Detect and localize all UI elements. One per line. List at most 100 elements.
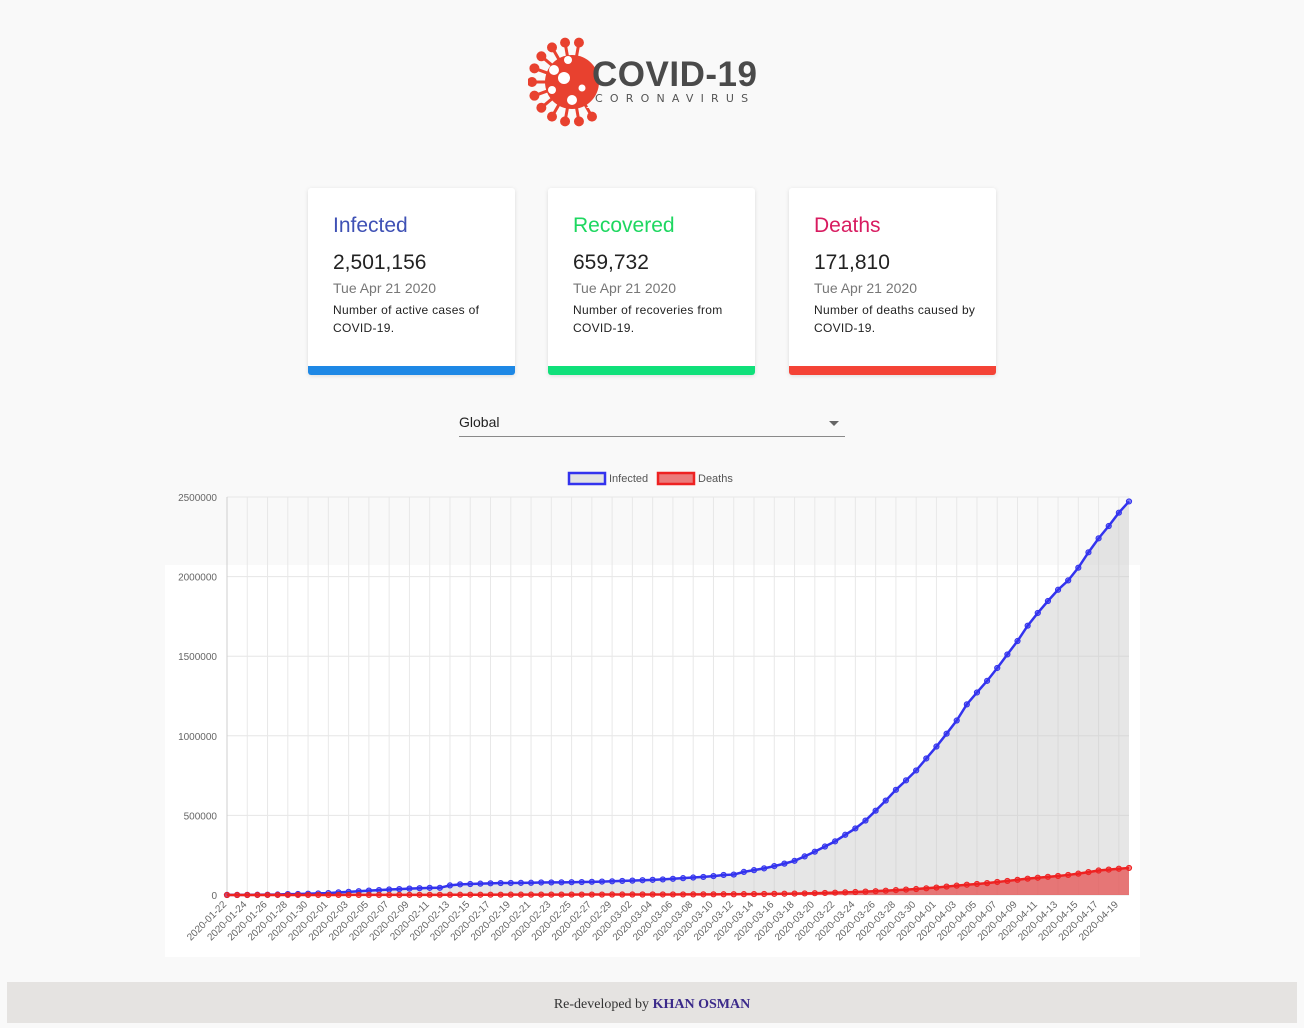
data-point-infected	[730, 871, 737, 878]
data-point-deaths	[406, 891, 413, 898]
data-point-infected	[1004, 651, 1011, 658]
data-point-deaths	[467, 891, 474, 898]
data-point-deaths	[700, 891, 707, 898]
data-point-deaths	[750, 890, 758, 898]
data-point-deaths	[386, 891, 393, 898]
data-point-deaths	[913, 885, 920, 893]
y-tick-label: 2000000	[178, 573, 217, 584]
data-point-deaths	[345, 891, 352, 899]
data-point-infected	[1125, 498, 1133, 505]
virus-icon	[528, 37, 607, 127]
data-point-deaths	[1125, 864, 1133, 872]
data-point-deaths	[1095, 867, 1102, 874]
data-point-infected	[984, 677, 991, 684]
card-title: Deaths	[814, 214, 881, 237]
data-point-infected	[690, 874, 697, 881]
card-date: Tue Apr 21 2020	[573, 280, 677, 296]
data-point-infected	[507, 879, 514, 887]
data-point-infected	[1095, 535, 1102, 542]
data-point-infected	[862, 817, 869, 824]
data-point-deaths	[1034, 874, 1041, 881]
data-point-deaths	[223, 891, 231, 899]
data-point-infected	[639, 877, 646, 884]
data-point-deaths	[679, 891, 687, 898]
data-point-infected	[436, 884, 443, 891]
data-point-infected	[548, 879, 555, 886]
series-area-infected	[227, 501, 1129, 895]
legend-label-deaths: Deaths	[698, 473, 733, 485]
data-point-infected	[619, 877, 626, 885]
data-point-deaths	[994, 878, 1001, 886]
data-point-deaths	[497, 891, 504, 898]
data-point-infected	[609, 878, 616, 885]
data-point-deaths	[254, 891, 261, 899]
data-point-deaths	[781, 890, 788, 897]
data-point-deaths	[953, 882, 960, 889]
data-point-deaths	[568, 891, 575, 898]
data-point-deaths	[325, 891, 332, 899]
data-point-infected	[872, 807, 879, 814]
data-point-deaths	[619, 891, 626, 898]
data-point-deaths	[710, 891, 717, 898]
data-point-deaths	[690, 891, 697, 898]
data-point-deaths	[892, 887, 899, 894]
data-point-deaths	[842, 889, 849, 896]
data-point-deaths	[304, 891, 312, 899]
data-point-infected	[1034, 609, 1041, 617]
data-point-deaths	[984, 880, 991, 887]
caret-down-icon[interactable]	[829, 421, 839, 426]
data-point-deaths	[315, 891, 322, 899]
data-point-infected	[396, 885, 403, 893]
data-point-infected	[913, 767, 920, 774]
data-point-infected	[457, 881, 464, 888]
deaths-card: Deaths 171,810 Tue Apr 21 2020 Number of…	[789, 188, 996, 375]
footer: Re-developed by KHAN OSMAN	[7, 982, 1297, 1023]
data-point-infected	[416, 885, 423, 892]
y-tick-label: 500000	[184, 811, 218, 822]
data-point-infected	[821, 843, 829, 850]
recovered-card: Recovered 659,732 Tue Apr 21 2020 Number…	[548, 188, 755, 375]
card-value: 171,810	[814, 251, 890, 274]
data-point-deaths	[375, 891, 383, 898]
data-point-deaths	[284, 891, 291, 899]
data-point-deaths	[365, 891, 372, 899]
data-point-deaths	[487, 891, 494, 898]
y-tick-label: 2500000	[178, 493, 217, 504]
footer-author-link[interactable]: KHAN OSMAN	[652, 997, 751, 1012]
card-description: Number of active cases of COVID-19.	[333, 303, 480, 335]
data-point-deaths	[1065, 871, 1072, 879]
logo-title: COVID-19	[592, 55, 758, 94]
data-point-deaths	[264, 891, 271, 899]
data-point-infected	[923, 755, 930, 762]
country-select[interactable]: Global	[459, 409, 845, 437]
card-accent-bar	[789, 366, 996, 375]
data-point-infected	[406, 885, 413, 892]
footer-prefix: Re-developed by	[553, 997, 650, 1012]
data-point-deaths	[649, 891, 656, 898]
data-point-infected	[781, 860, 788, 867]
card-accent-bar	[308, 366, 515, 375]
data-point-infected	[578, 878, 585, 886]
data-point-infected	[538, 879, 545, 886]
y-tick-label: 0	[211, 891, 217, 902]
data-point-infected	[446, 882, 454, 889]
data-point-deaths	[294, 891, 302, 899]
data-point-deaths	[548, 891, 555, 898]
data-point-deaths	[740, 891, 747, 898]
data-point-infected	[487, 880, 494, 887]
data-point-deaths	[882, 887, 889, 894]
data-point-infected	[902, 777, 910, 784]
data-point-deaths	[933, 884, 940, 891]
data-point-infected	[963, 701, 970, 708]
data-point-deaths	[963, 881, 970, 888]
country-select-value: Global	[459, 414, 500, 430]
data-point-deaths	[558, 891, 565, 898]
data-point-infected	[1075, 564, 1082, 571]
data-point-deaths	[923, 885, 930, 892]
data-point-infected	[1065, 577, 1072, 584]
data-point-deaths	[1004, 877, 1011, 885]
data-point-deaths	[1085, 869, 1092, 876]
data-point-deaths	[244, 891, 251, 899]
data-point-infected	[700, 873, 707, 881]
data-point-deaths	[416, 891, 423, 898]
